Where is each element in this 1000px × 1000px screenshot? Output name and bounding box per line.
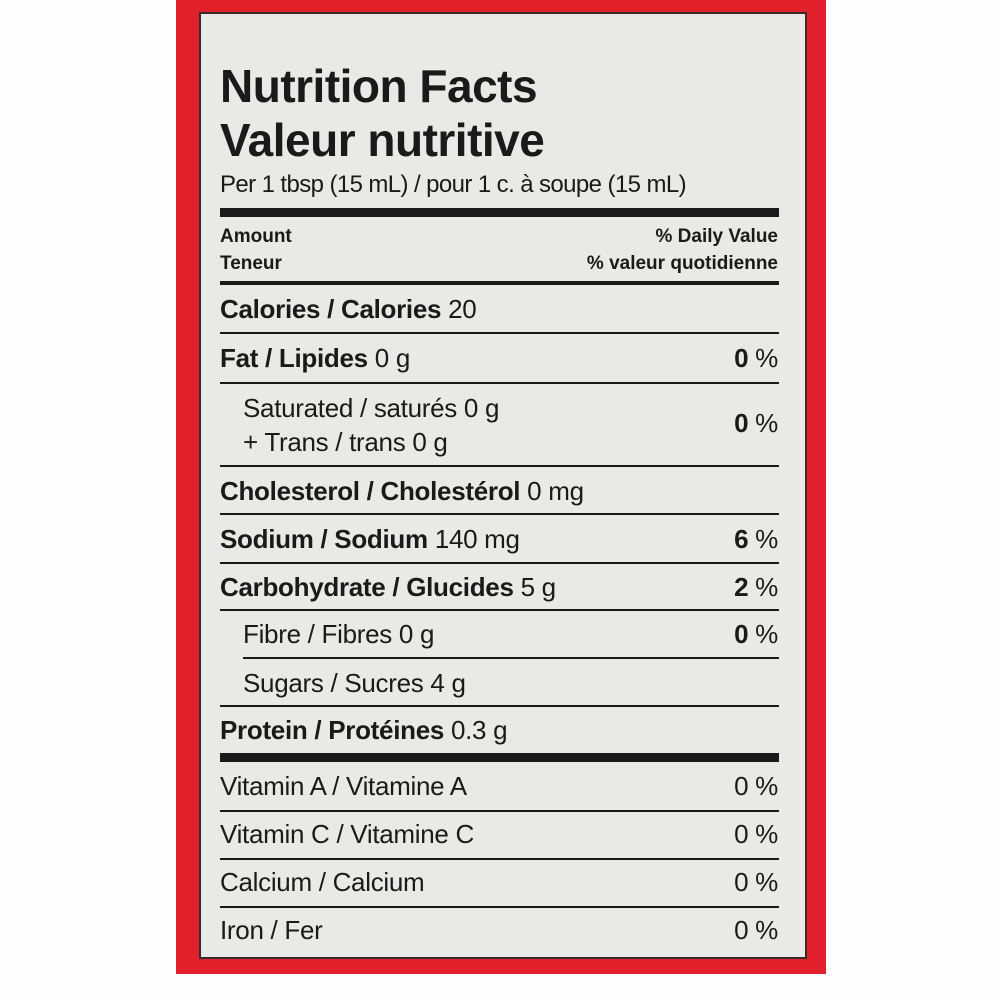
fat-row: Fat / Lipides 0 g (220, 343, 410, 373)
title-english: Nutrition Facts (220, 60, 538, 112)
title-french: Valeur nutritive (220, 114, 545, 166)
vitamin-c-dv: 0 % (734, 819, 778, 849)
sodium-row: Sodium / Sodium 140 mg (220, 524, 520, 554)
rule (220, 465, 779, 467)
saturated-row: Saturated / saturés 0 g (243, 393, 500, 423)
trans-row: + Trans / trans 0 g (243, 427, 448, 457)
serving-size: Per 1 tbsp (15 mL) / pour 1 c. à soupe (… (220, 171, 687, 198)
daily-value-label: % Daily Value (655, 226, 778, 247)
nutrition-label-panel (199, 12, 807, 959)
saturated-dv: 0 % (734, 408, 778, 438)
protein-row: Protein / Protéines 0.3 g (220, 715, 508, 745)
rule (220, 858, 779, 860)
sugars-row: Sugars / Sucres 4 g (243, 668, 466, 698)
fibre-dv: 0 % (734, 619, 778, 649)
fibre-row: Fibre / Fibres 0 g (243, 619, 435, 649)
rule (220, 705, 779, 707)
rule (243, 657, 779, 659)
carbohydrate-row: Carbohydrate / Glucides 5 g (220, 572, 556, 602)
vitamin-a-dv: 0 % (734, 771, 778, 801)
daily-value-label-fr: % valeur quotidienne (586, 253, 778, 274)
vitamin-a-row: Vitamin A / Vitamine A (220, 771, 467, 801)
rule (220, 810, 779, 812)
rule (220, 609, 779, 611)
thick-rule (220, 753, 779, 762)
rule (220, 562, 779, 564)
carbohydrate-dv: 2 % (734, 572, 778, 602)
calories-row: Calories / Calories 20 (220, 294, 477, 324)
iron-row: Iron / Fer (220, 915, 323, 945)
cholesterol-row: Cholesterol / Cholestérol 0 mg (220, 476, 584, 506)
sodium-dv: 6 % (734, 524, 778, 554)
rule (220, 382, 779, 384)
rule (220, 513, 779, 515)
iron-dv: 0 % (734, 915, 778, 945)
rule (220, 281, 779, 285)
fat-dv: 0 % (734, 343, 778, 373)
amount-label: Amount (220, 226, 292, 247)
vitamin-c-row: Vitamin C / Vitamine C (220, 819, 474, 849)
calcium-row: Calcium / Calcium (220, 867, 425, 897)
rule (220, 906, 779, 908)
thick-rule (220, 208, 779, 217)
teneur-label: Teneur (220, 253, 282, 274)
rule (220, 332, 779, 334)
calcium-dv: 0 % (734, 867, 778, 897)
